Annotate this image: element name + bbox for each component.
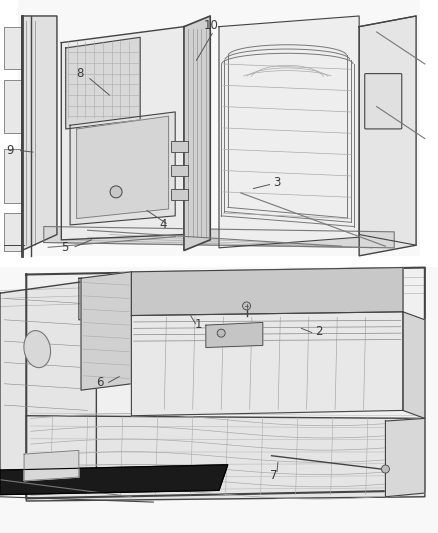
Text: 1: 1 [194, 318, 202, 330]
Circle shape [217, 329, 225, 337]
Bar [171, 141, 188, 152]
Polygon shape [44, 227, 394, 248]
Polygon shape [403, 312, 425, 418]
Polygon shape [219, 16, 359, 248]
Polygon shape [131, 312, 403, 416]
Polygon shape [77, 116, 169, 219]
Polygon shape [81, 272, 131, 390]
Polygon shape [0, 266, 438, 533]
Text: 6: 6 [96, 376, 104, 389]
Polygon shape [385, 418, 425, 497]
Bar [4, 213, 22, 251]
Bar [4, 27, 22, 69]
Polygon shape [24, 450, 79, 481]
Polygon shape [66, 37, 140, 129]
Text: 4: 4 [159, 219, 167, 231]
Polygon shape [61, 27, 184, 240]
Circle shape [243, 302, 251, 310]
Polygon shape [18, 0, 420, 256]
Polygon shape [206, 322, 263, 348]
Polygon shape [79, 268, 403, 320]
Text: 2: 2 [315, 325, 323, 338]
Polygon shape [70, 112, 175, 225]
Text: 9: 9 [6, 144, 14, 157]
Polygon shape [0, 280, 96, 480]
FancyBboxPatch shape [365, 74, 402, 129]
Ellipse shape [24, 330, 50, 368]
Text: 3: 3 [273, 176, 280, 189]
Polygon shape [131, 268, 403, 316]
Polygon shape [26, 416, 425, 501]
Polygon shape [184, 16, 210, 251]
Bar [4, 149, 22, 203]
Circle shape [381, 465, 389, 473]
Text: 8: 8 [76, 67, 83, 80]
Circle shape [110, 186, 122, 198]
Bar [171, 189, 188, 200]
Text: 7: 7 [270, 469, 278, 482]
Polygon shape [359, 16, 416, 256]
Bar [4, 80, 22, 133]
Text: 5: 5 [61, 241, 68, 254]
Polygon shape [26, 268, 425, 498]
Text: 10: 10 [204, 19, 219, 32]
Bar [171, 165, 188, 176]
Polygon shape [22, 16, 57, 251]
Polygon shape [0, 465, 228, 495]
